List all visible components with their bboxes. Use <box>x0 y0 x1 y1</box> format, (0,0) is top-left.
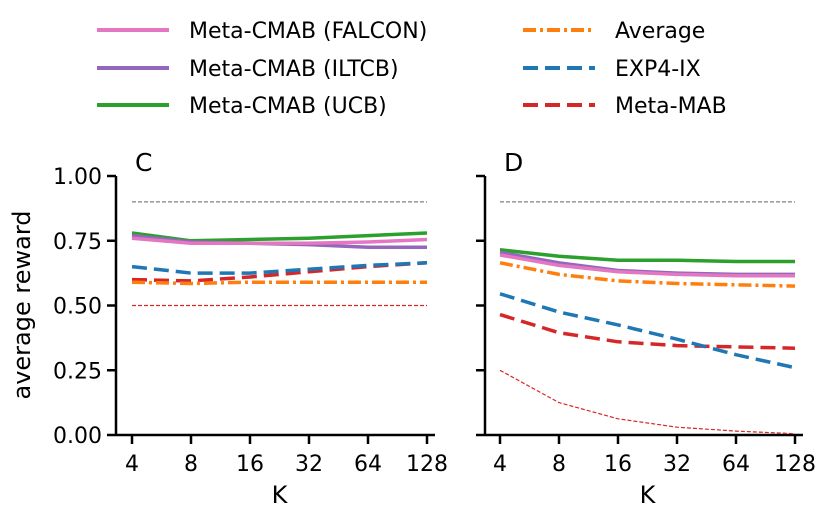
x-axis-label: K <box>640 481 657 509</box>
series-line-average <box>131 280 427 286</box>
x-tick-label: 32 <box>295 452 323 477</box>
y-tick-label: 0.75 <box>53 230 102 255</box>
series-line-exp4-ix <box>499 292 796 370</box>
x-tick-label: 64 <box>722 452 750 477</box>
legend-entry-average: Average <box>523 19 705 44</box>
y-tick-label: 1.00 <box>53 165 102 190</box>
x-tick-label: 16 <box>236 452 264 477</box>
x-tick-label: 64 <box>354 452 382 477</box>
x-tick-label: 128 <box>406 452 448 477</box>
panel-d: 4 8 16 32 64 128 K D <box>476 148 816 509</box>
panel-title: C <box>135 148 152 177</box>
legend-label: EXP4-IX <box>615 57 701 82</box>
y-axis-label: average reward <box>8 211 36 400</box>
x-axis-label: K <box>272 481 289 509</box>
x-tick-label: 4 <box>493 452 507 477</box>
legend: Meta-CMAB (FALCON) Meta-CMAB (ILTCB) Meta-… <box>97 19 727 119</box>
x-tick-label: 4 <box>125 452 139 477</box>
legend-label: Meta-CMAB (FALCON) <box>189 19 427 44</box>
series-line-meta-cmab-falcon <box>499 253 795 278</box>
x-tick-label: 8 <box>552 452 566 477</box>
reference-line-random <box>499 369 796 435</box>
x-tick-label: 128 <box>774 452 816 477</box>
y-tick-label: 0.25 <box>53 359 102 384</box>
series-line-average <box>499 261 796 288</box>
x-tick-label: 16 <box>604 452 632 477</box>
panel-c: 0.00 0.25 0.50 0.75 1.00 4 8 16 32 64 128 K C <box>53 148 448 509</box>
y-tick-label: 0.00 <box>53 424 102 449</box>
panel-title: D <box>504 148 523 177</box>
x-tick-label: 32 <box>663 452 691 477</box>
legend-entry-meta-mab: Meta-MAB <box>523 94 727 119</box>
legend-label: Meta-CMAB (ILTCB) <box>189 57 399 82</box>
legend-entry-exp4-ix: EXP4-IX <box>523 57 701 82</box>
series-line-meta-cmab-falcon <box>131 236 428 246</box>
x-tick-label: 8 <box>184 452 198 477</box>
legend-entry-meta-cmab-ucb: Meta-CMAB (UCB) <box>97 94 387 119</box>
legend-label: Average <box>615 19 705 44</box>
series-line-meta-cmab-ucb <box>499 248 795 264</box>
series-line-exp4-ix <box>131 261 428 275</box>
y-tick-label: 0.50 <box>53 295 102 320</box>
legend-label: Meta-MAB <box>615 94 727 119</box>
legend-entry-meta-cmab-iltcb: Meta-CMAB (ILTCB) <box>97 57 399 82</box>
legend-label: Meta-CMAB (UCB) <box>189 94 387 119</box>
series-line-meta-mab <box>499 312 796 350</box>
legend-entry-meta-cmab-falcon: Meta-CMAB (FALCON) <box>97 19 427 44</box>
